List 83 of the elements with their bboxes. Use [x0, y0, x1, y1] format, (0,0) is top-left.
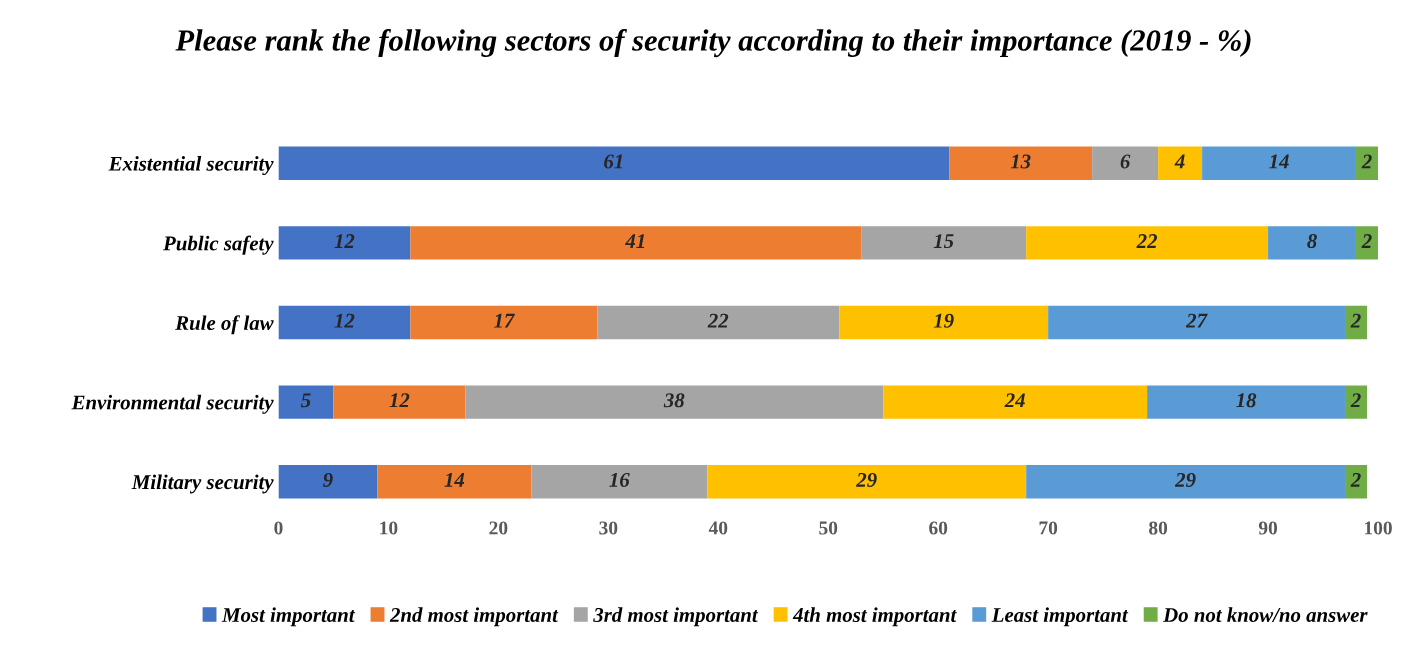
bar [1158, 146, 1203, 181]
y-tick-label: Rule of law [175, 315, 274, 335]
bar [1356, 146, 1379, 181]
bar [278, 464, 378, 499]
data-label: 15 [933, 234, 954, 249]
data-label: 16 [609, 472, 630, 487]
bar [1345, 305, 1368, 340]
x-tick-label: 40 [708, 521, 728, 535]
bar [839, 305, 1049, 340]
data-label: 2 [1350, 393, 1361, 408]
x-tick-label: 0 [274, 521, 283, 535]
bar [278, 305, 411, 340]
bar [1345, 385, 1368, 419]
data-label: 14 [1269, 154, 1289, 169]
data-label: 24 [1004, 393, 1025, 408]
x-tick-label: 10 [380, 521, 398, 535]
bar [1048, 305, 1346, 340]
data-label: 9 [323, 472, 333, 487]
x-tick-label: 60 [929, 521, 948, 535]
y-tick-label: Environmental security [71, 394, 274, 414]
data-label: 41 [625, 234, 645, 248]
x-tick-label: 80 [1149, 521, 1168, 535]
bar [465, 385, 884, 419]
data-label: 2 [1361, 154, 1372, 169]
bar [1345, 464, 1368, 499]
data-label: 2 [1350, 472, 1361, 487]
data-label: 29 [1174, 472, 1196, 487]
bar [1268, 226, 1357, 260]
data-label: 27 [1185, 313, 1208, 328]
x-tick-label: 50 [819, 521, 838, 535]
bar [1202, 146, 1357, 181]
x-tick-label: 100 [1365, 521, 1392, 535]
chart-title: Please rank the following sectors of security according to their importance (2019 - %) [175, 29, 1251, 58]
bar [410, 305, 598, 340]
data-label: 22 [1136, 234, 1158, 248]
bar [531, 464, 708, 499]
bar [333, 385, 466, 419]
data-label: 22 [707, 313, 729, 328]
legend-label: 2nd most important [389, 607, 559, 627]
x-tick-label: 30 [599, 521, 618, 535]
legend-label: Do not know/no answer [1163, 607, 1368, 623]
bar [410, 226, 862, 260]
bar [377, 464, 532, 499]
bar [949, 146, 1093, 181]
data-label: 12 [334, 313, 355, 328]
bar [1147, 385, 1346, 419]
bar [883, 385, 1148, 419]
bar [278, 226, 411, 260]
x-tick-label: 20 [489, 521, 508, 535]
data-label: 19 [933, 313, 954, 328]
data-label: 13 [1010, 154, 1031, 169]
bar [1092, 146, 1159, 181]
legend-label: Least important [991, 607, 1129, 627]
bar [278, 385, 334, 419]
bar [597, 305, 840, 340]
bar [1026, 464, 1346, 499]
legend-label: 4th most important [792, 607, 957, 627]
bar [1026, 226, 1269, 260]
data-label: 5 [300, 393, 311, 408]
bar [1356, 226, 1379, 260]
data-label: 12 [334, 234, 355, 248]
y-tick-label: Existential security [108, 156, 274, 176]
legend-label: Most important [221, 607, 356, 627]
data-label: 12 [389, 393, 410, 408]
bar [707, 464, 1027, 499]
bar [861, 226, 1027, 260]
data-label: 14 [444, 472, 465, 487]
data-label: 18 [1236, 393, 1257, 408]
data-label: 4 [1174, 154, 1185, 169]
bar [278, 146, 950, 181]
legend-label: 3rd most important [593, 607, 759, 627]
data-label: 29 [856, 472, 877, 487]
x-tick-label: 90 [1258, 521, 1278, 535]
y-tick-label: Public safety [163, 235, 274, 255]
data-label: 38 [663, 393, 685, 408]
data-label: 17 [493, 313, 515, 328]
x-tick-label: 70 [1039, 521, 1058, 535]
data-label: 8 [1307, 234, 1317, 249]
data-label: 2 [1350, 313, 1361, 328]
data-label: 2 [1361, 234, 1372, 248]
data-label: 6 [1120, 154, 1131, 169]
y-tick-label: Military security [131, 474, 274, 494]
data-label: 61 [604, 154, 623, 169]
